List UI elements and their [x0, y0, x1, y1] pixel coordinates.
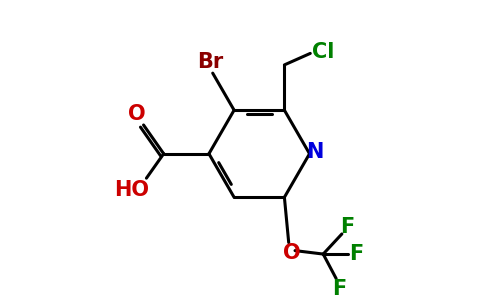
Text: O: O	[128, 104, 145, 124]
Text: Cl: Cl	[312, 42, 334, 62]
Text: HO: HO	[115, 180, 150, 200]
Text: Br: Br	[197, 52, 223, 72]
Text: F: F	[349, 244, 363, 264]
Text: N: N	[306, 142, 323, 162]
Text: F: F	[332, 279, 346, 298]
Text: F: F	[341, 217, 355, 237]
Text: O: O	[283, 244, 301, 263]
